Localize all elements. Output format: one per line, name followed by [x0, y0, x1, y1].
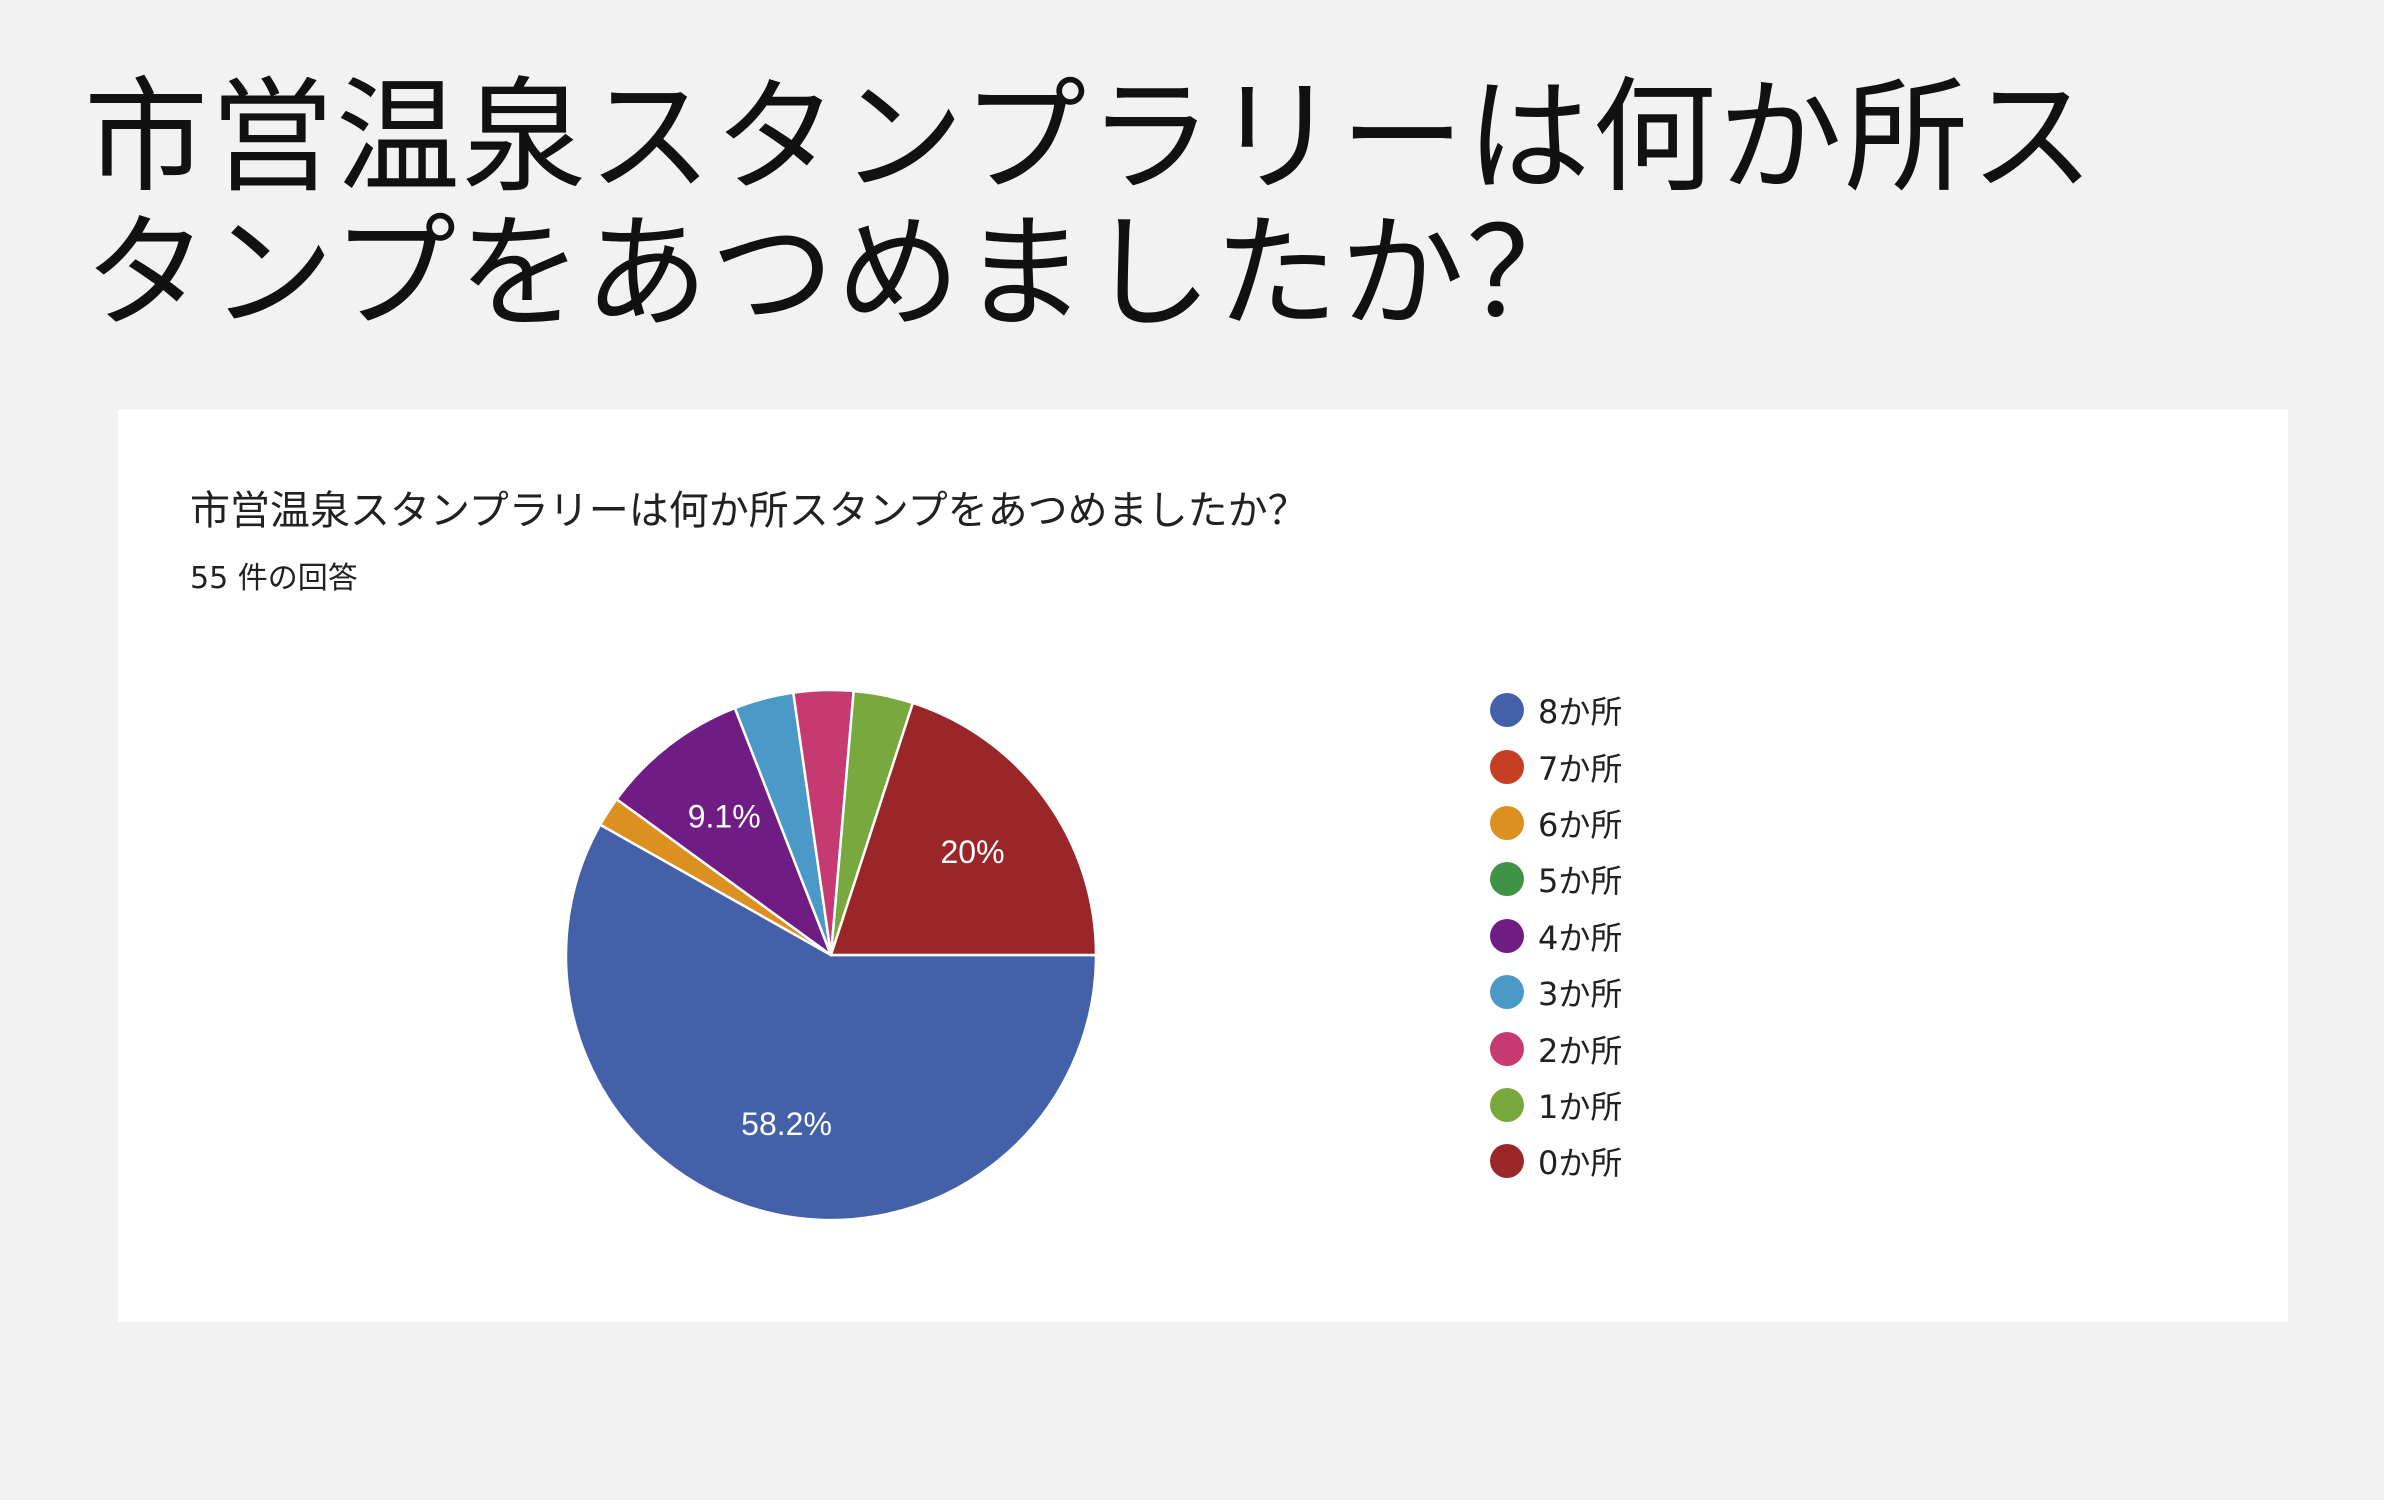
- legend-label: 2か所: [1538, 1031, 1623, 1070]
- legend-swatch: [1490, 805, 1524, 840]
- pie-slice-8[interactable]: [564, 823, 1098, 1222]
- legend-item-1[interactable]: 1か所: [1490, 1077, 1622, 1133]
- legend-label: 5か所: [1538, 862, 1623, 901]
- chart-title: 市営温泉スタンプラリーは何か所スタンプをあつめましたか？: [190, 488, 1308, 534]
- legend-label: 8か所: [1538, 693, 1623, 732]
- pie-slice-label-4: 9.1%: [688, 798, 761, 834]
- legend-label: 3か所: [1538, 975, 1623, 1014]
- legend-swatch: [1490, 749, 1524, 784]
- pie-slice-label-0: 20%: [940, 834, 1004, 870]
- legend-swatch: [1490, 1144, 1524, 1179]
- legend-label: 1か所: [1538, 1087, 1623, 1126]
- pie-chart: 58.2% 9.1% 20%: [564, 688, 1098, 1222]
- legend-item-5[interactable]: 5か所: [1490, 851, 1622, 907]
- pie-slice-4[interactable]: [615, 706, 833, 957]
- legend-swatch: [1490, 1031, 1524, 1066]
- slide-title-line-2: タンプをあつめましたか？: [84, 202, 1593, 346]
- chart-legend: 8か所 7か所 6か所 5か所 4か所 3か所 2か所 1か所 0か所: [1490, 682, 1622, 1190]
- legend-item-6[interactable]: 6か所: [1490, 795, 1622, 851]
- legend-label: 0か所: [1538, 1144, 1623, 1183]
- legend-swatch: [1490, 693, 1524, 728]
- pie-slice-0[interactable]: [829, 701, 1098, 957]
- legend-swatch: [1490, 918, 1524, 953]
- legend-item-0[interactable]: 0か所: [1490, 1133, 1622, 1189]
- legend-item-2[interactable]: 2か所: [1490, 1020, 1622, 1076]
- legend-swatch: [1490, 975, 1524, 1010]
- legend-item-3[interactable]: 3か所: [1490, 964, 1622, 1020]
- chart-card: 市営温泉スタンプラリーは何か所スタンプをあつめましたか？ 55 件の回答 58.…: [118, 410, 2288, 1322]
- legend-label: 4か所: [1538, 918, 1623, 957]
- legend-item-8[interactable]: 8か所: [1490, 682, 1622, 738]
- legend-item-7[interactable]: 7か所: [1490, 738, 1622, 794]
- pie-slice-label-8: 58.2%: [741, 1106, 832, 1142]
- slide-title: 市営温泉スタンプラリーは何か所ス タンプをあつめましたか？: [84, 70, 2284, 342]
- legend-swatch: [1490, 862, 1524, 897]
- response-count: 55 件の回答: [190, 561, 358, 596]
- legend-swatch: [1490, 1087, 1524, 1122]
- slide-title-line-1: 市営温泉スタンプラリーは何か所ス: [84, 66, 2097, 210]
- legend-label: 7か所: [1538, 749, 1623, 788]
- legend-item-4[interactable]: 4か所: [1490, 908, 1622, 964]
- legend-label: 6か所: [1538, 805, 1623, 844]
